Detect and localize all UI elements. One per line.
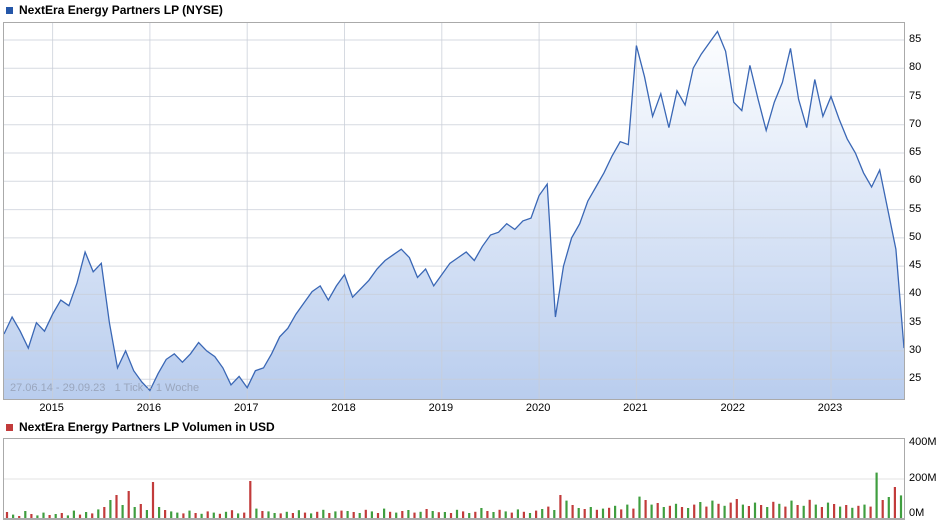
price-ytick-label: 80 <box>909 61 922 74</box>
volume-bars-svg <box>4 472 904 519</box>
price-xtick-label: 2019 <box>428 402 454 414</box>
price-chart-legend: NextEra Energy Partners LP (NYSE) <box>6 3 223 17</box>
price-ytick-label: 30 <box>909 343 922 356</box>
date-range-footnote: 27.06.14 - 29.09.23 1 Tick = 1 Woche <box>10 382 200 394</box>
price-xtick-label: 2021 <box>623 402 648 414</box>
price-ytick-label: 60 <box>909 174 922 187</box>
price-ytick-label: 70 <box>909 117 922 130</box>
volume-y-axis: 400M 200M 0M <box>909 436 939 519</box>
price-chart-title: NextEra Energy Partners LP (NYSE) <box>19 3 223 17</box>
price-ytick-label: 40 <box>909 287 922 300</box>
price-xtick-label: 2016 <box>136 402 162 414</box>
volume-chart-legend: NextEra Energy Partners LP Volumen in US… <box>6 420 275 434</box>
volume-plot-area <box>3 438 905 520</box>
price-xtick-label: 2022 <box>720 402 745 414</box>
price-xtick-label: 2017 <box>233 402 259 414</box>
price-series-marker-icon <box>6 6 13 14</box>
price-series-svg <box>4 23 904 399</box>
volume-ytick-label: 400M <box>909 436 937 448</box>
volume-chart-title: NextEra Energy Partners LP Volumen in US… <box>19 420 275 434</box>
price-ytick-label: 55 <box>909 202 922 215</box>
volume-ytick-label: 0M <box>909 507 925 519</box>
price-xtick-label: 2015 <box>39 402 64 414</box>
price-ytick-label: 25 <box>909 372 922 385</box>
price-plot-area: 27.06.14 - 29.09.23 1 Tick = 1 Woche <box>3 22 905 400</box>
price-ytick-label: 85 <box>909 32 922 45</box>
price-ytick-label: 35 <box>909 315 922 328</box>
price-ytick-label: 50 <box>909 230 922 243</box>
price-xtick-label: 2020 <box>525 402 551 414</box>
volume-ytick-label: 200M <box>909 472 937 484</box>
price-ytick-label: 65 <box>909 146 922 159</box>
price-x-axis: 2015 2016 2017 2018 2019 2020 2021 2022 2023 <box>3 402 903 416</box>
price-xtick-label: 2018 <box>331 402 356 414</box>
price-ytick-label: 45 <box>909 259 922 272</box>
price-xtick-label: 2023 <box>817 402 843 414</box>
price-y-axis: 85 80 75 70 65 60 55 50 45 40 35 30 25 <box>909 22 939 398</box>
volume-series-marker-icon <box>6 423 13 431</box>
price-ytick-label: 75 <box>909 89 922 102</box>
